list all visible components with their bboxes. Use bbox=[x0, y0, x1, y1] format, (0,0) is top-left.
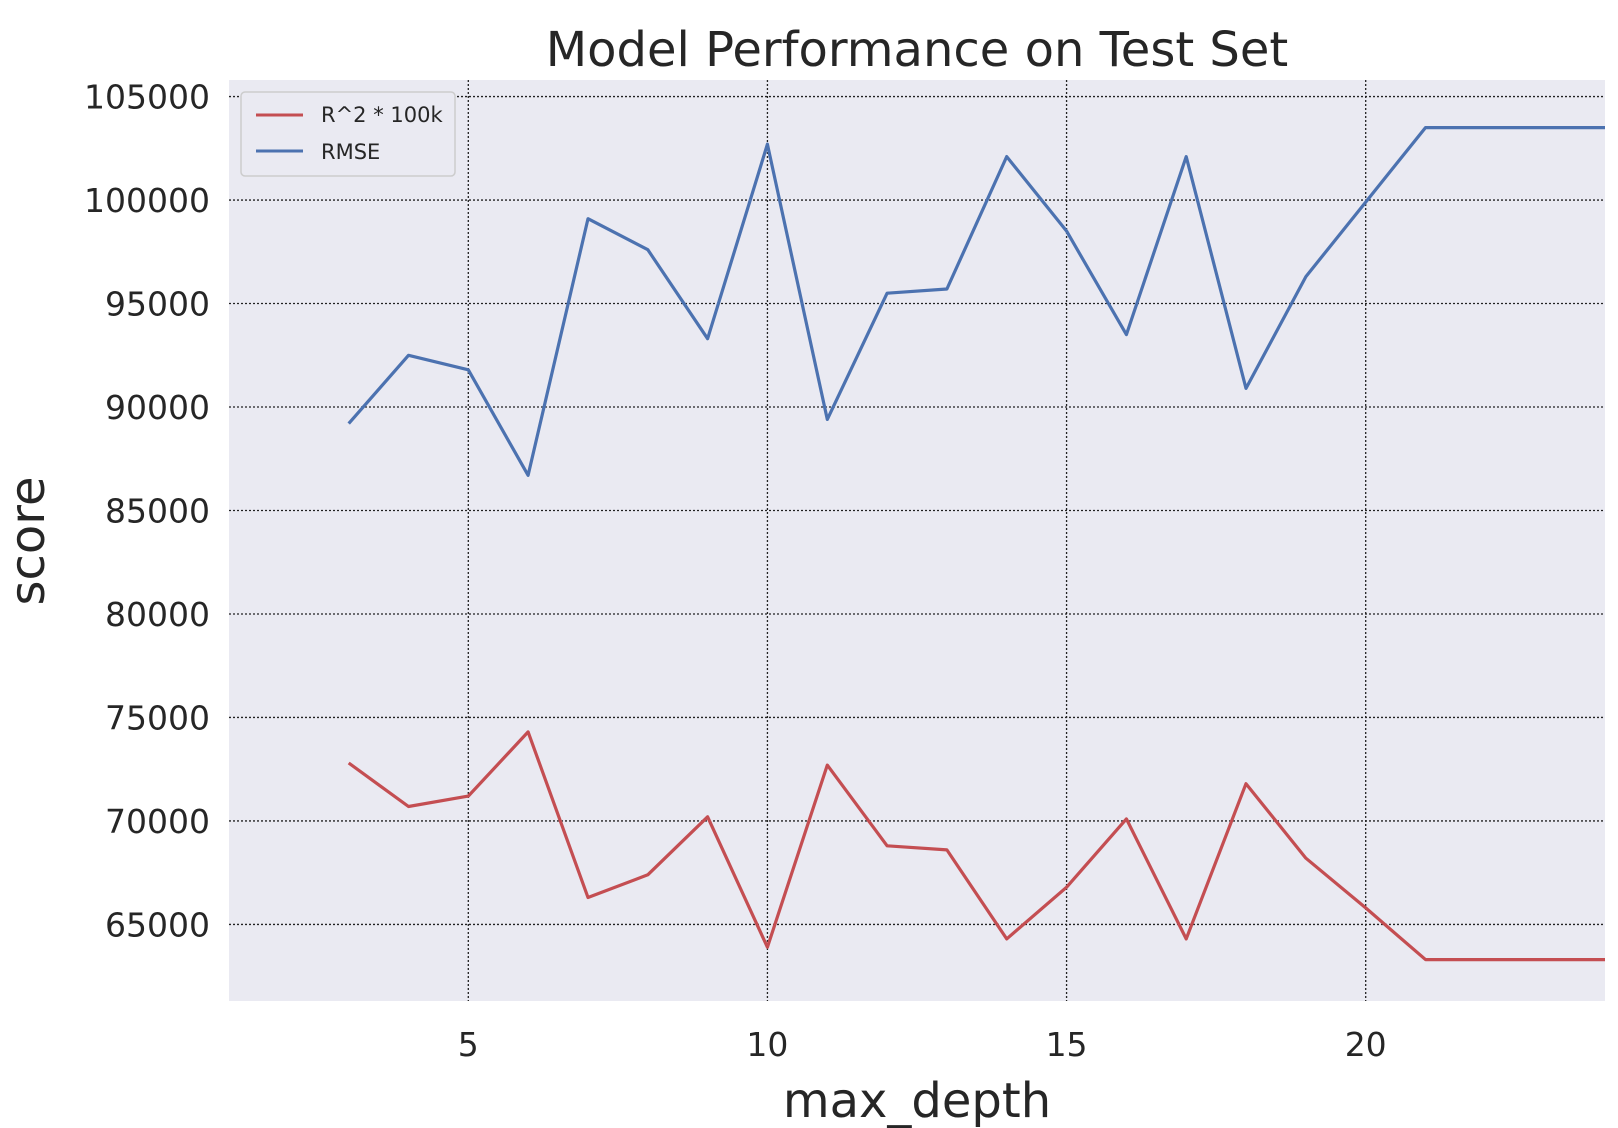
series-line-rmse bbox=[347, 125, 1605, 477]
y-tick-label: 85000 bbox=[105, 491, 210, 530]
y-tick-labels: 65000 70000 75000 80000 85000 90000 95000 10000… bbox=[84, 78, 210, 945]
x-tick-label: 15 bbox=[1046, 1025, 1088, 1064]
y-tick-label: 70000 bbox=[105, 802, 210, 841]
y-axis-label: score bbox=[0, 477, 56, 606]
legend: R^2 * 100k RMSE bbox=[240, 91, 456, 177]
series-line-r2 bbox=[347, 730, 1605, 962]
legend-label-rmse: RMSE bbox=[321, 140, 380, 164]
series-lines bbox=[347, 125, 1605, 962]
x-axis-label: max_depth bbox=[783, 1073, 1051, 1128]
grid bbox=[229, 80, 1605, 1001]
x-tick-label: 10 bbox=[746, 1025, 788, 1064]
chart-title: Model Performance on Test Set bbox=[546, 22, 1288, 78]
x-tick-label: 5 bbox=[458, 1025, 479, 1064]
y-tick-label: 75000 bbox=[105, 698, 210, 737]
legend-label-r2: R^2 * 100k bbox=[321, 103, 443, 127]
y-tick-label: 105000 bbox=[84, 78, 210, 117]
y-tick-label: 100000 bbox=[84, 181, 210, 220]
plot-background bbox=[229, 80, 1605, 1001]
y-tick-label: 95000 bbox=[105, 285, 210, 324]
y-tick-label: 65000 bbox=[105, 905, 210, 944]
legend-box bbox=[240, 91, 456, 177]
x-tick-label: 20 bbox=[1345, 1025, 1387, 1064]
y-tick-label: 80000 bbox=[105, 595, 210, 634]
y-tick-label: 90000 bbox=[105, 388, 210, 427]
x-tick-labels: 5 10 15 20 bbox=[458, 1025, 1387, 1064]
